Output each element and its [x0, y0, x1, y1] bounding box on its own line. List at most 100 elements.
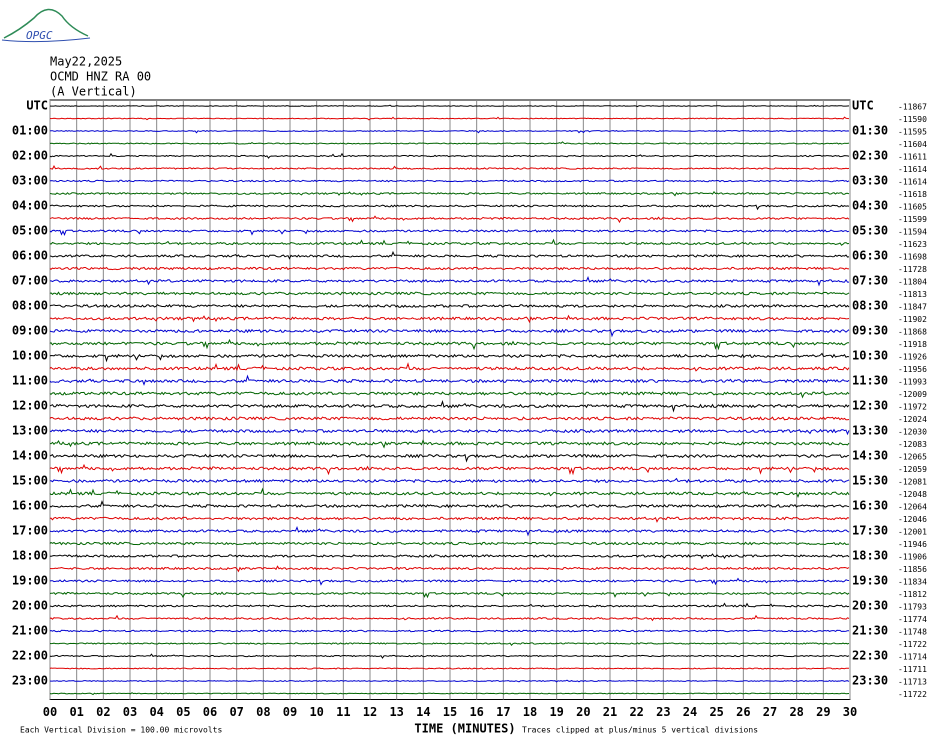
left-time-label: 18:00: [12, 549, 48, 563]
trace: [49, 463, 850, 476]
trace: [49, 338, 849, 351]
row-value: -11946: [898, 540, 927, 549]
date: May22,2025: [50, 55, 122, 69]
x-tick-label: 00: [43, 705, 57, 719]
trace: [49, 275, 849, 287]
right-time-label: 09:30: [852, 324, 888, 338]
trace: [49, 428, 850, 436]
x-tick-label: 29: [816, 705, 830, 719]
row-value: -11867: [898, 103, 927, 112]
trace: [49, 591, 850, 599]
row-value: -11594: [898, 228, 927, 237]
logo: OPGC: [1, 8, 91, 43]
x-tick-label: 14: [416, 705, 430, 719]
trace: [49, 116, 850, 121]
clip-note: Traces clipped at plus/minus 5 vertical …: [522, 726, 758, 735]
right-time-label: 05:30: [852, 224, 888, 238]
x-tick-label: 21: [603, 705, 617, 719]
trace: [49, 453, 850, 463]
right-time-label: UTC: [852, 99, 874, 113]
trace: [49, 667, 850, 670]
trace: [49, 602, 850, 608]
trace: [49, 477, 850, 484]
trace: [49, 190, 850, 197]
left-time-label: 20:00: [12, 599, 48, 613]
row-value: -11956: [898, 365, 927, 374]
row-value: -11847: [898, 303, 927, 312]
row-value: -11748: [898, 628, 927, 637]
left-time-label: 02:00: [12, 149, 48, 163]
x-tick-label: 01: [69, 705, 83, 719]
right-time-label: 20:30: [852, 599, 888, 613]
left-time-label: 08:00: [12, 299, 48, 313]
row-value: -11611: [898, 153, 927, 162]
row-value: -11698: [898, 253, 927, 262]
left-time-label: 06:00: [12, 249, 48, 263]
left-time-label: UTC: [26, 99, 48, 113]
right-time-label: 23:30: [852, 674, 888, 688]
left-time-label: 11:00: [12, 374, 48, 388]
x-tick-label: 27: [763, 705, 777, 719]
trace: [49, 104, 850, 108]
trace: [49, 391, 850, 399]
x-tick-label: 16: [469, 705, 483, 719]
left-time-label: 22:00: [12, 649, 48, 663]
row-value: -12065: [898, 453, 927, 462]
left-time-label: 01:00: [12, 124, 48, 138]
row-value: -11722: [898, 640, 927, 649]
trace: [49, 516, 850, 523]
row-value: -11614: [898, 178, 927, 187]
trace: [49, 525, 850, 537]
row-value: -11793: [898, 603, 927, 612]
x-tick-label: 25: [709, 705, 723, 719]
row-value: -11714: [898, 653, 927, 662]
right-time-label: 06:30: [852, 249, 888, 263]
x-tick-label: 13: [389, 705, 403, 719]
trace: [49, 141, 850, 145]
left-time-label: 23:00: [12, 674, 48, 688]
row-value: -12001: [898, 528, 927, 537]
left-time-label: 12:00: [12, 399, 48, 413]
right-time-label: 11:30: [852, 374, 888, 388]
x-tick-label: 10: [309, 705, 323, 719]
right-time-label: 04:30: [852, 199, 888, 213]
x-tick-label: 17: [496, 705, 510, 719]
trace: [49, 614, 850, 622]
row-value: -11856: [898, 565, 927, 574]
row-value: -11993: [898, 378, 927, 387]
left-time-label: 07:00: [12, 274, 48, 288]
x-tick-label: 28: [789, 705, 803, 719]
trace: [49, 266, 850, 271]
right-time-label: 17:30: [852, 524, 888, 538]
x-tick-label: 03: [123, 705, 137, 719]
row-value: -11868: [898, 328, 927, 337]
row-value: -12059: [898, 465, 927, 474]
trace: [49, 653, 850, 659]
row-value: -11972: [898, 403, 927, 412]
row-value: -11774: [898, 615, 927, 624]
x-tick-label: 19: [549, 705, 563, 719]
right-time-label: 12:30: [852, 399, 888, 413]
trace: [49, 314, 850, 324]
x-tick-label: 11: [336, 705, 350, 719]
row-value: -11834: [898, 578, 927, 587]
left-time-label: 15:00: [12, 474, 48, 488]
left-time-label: 16:00: [12, 499, 48, 513]
left-time-label: 04:00: [12, 199, 48, 213]
trace: [49, 352, 850, 363]
trace: [49, 577, 850, 586]
x-tick-label: 18: [523, 705, 537, 719]
logo-text: OPGC: [26, 29, 53, 42]
right-time-label: 15:30: [852, 474, 888, 488]
row-value: -11595: [898, 128, 927, 137]
trace: [49, 215, 850, 224]
trace: [49, 642, 850, 646]
row-value: -11926: [898, 353, 927, 362]
left-time-label: 10:00: [12, 349, 48, 363]
row-value: -11722: [898, 690, 927, 699]
x-tick-label: 09: [283, 705, 297, 719]
row-value: -11711: [898, 665, 927, 674]
row-value: -11590: [898, 115, 927, 124]
right-time-label: 19:30: [852, 574, 888, 588]
